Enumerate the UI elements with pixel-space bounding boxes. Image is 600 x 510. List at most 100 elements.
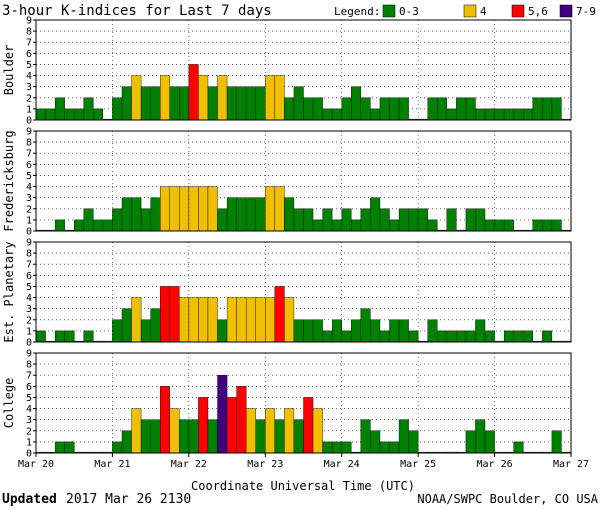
k-index-bar [45,108,56,121]
k-index-bar [265,75,276,121]
x-tick-label: Mar 24 [324,459,360,470]
y-tick-label: 4 [26,71,32,82]
k-index-bar [54,330,65,343]
k-index-bar [360,97,371,121]
y-tick-label: 0 [26,338,32,349]
k-index-bar [513,108,524,121]
y-tick-label: 3 [26,193,32,204]
k-index-bar [360,308,371,343]
k-index-bar [150,197,161,232]
legend-swatch [382,4,396,18]
k-index-bar [389,219,400,232]
footer-source: NOAA/SWPC Boulder, CO USA [417,492,598,506]
panels: 0123456789Boulder0123456789Fredericksbur… [2,16,572,460]
k-index-bar [159,75,170,121]
k-index-bar [379,330,390,343]
k-index-bar [198,297,209,343]
y-tick-label: 6 [26,49,32,60]
y-tick-label: 3 [26,82,32,93]
y-tick-label: 1 [26,104,32,115]
legend-label: 7-9 [576,5,596,18]
k-index-bar [331,108,342,121]
k-index-bar [102,219,113,232]
legend-swatch [511,4,525,18]
legend-swatch [463,4,477,18]
k-index-bar [437,97,448,121]
k-index-bar [398,208,409,232]
k-index-bar [532,219,543,232]
k-index-bar [121,197,132,232]
y-tick-label: 1 [26,437,32,448]
panel-station-name: College [2,378,16,429]
y-tick-label: 5 [26,60,32,71]
k-index-bar [303,208,314,232]
k-index-bar [112,208,123,232]
k-index-bar [217,319,228,343]
k-index-bar [312,219,323,232]
k-index-bar [169,186,180,232]
k-index-bar [217,375,228,454]
y-tick-label: 0 [26,449,32,460]
k-index-bar [370,197,381,232]
k-index-bar [265,408,276,454]
k-index-bar [475,108,486,121]
k-index-bar [351,86,362,121]
x-axis: Mar 20 Mar 21 Mar 22 Mar 23 Mar 24 Mar 25 Mar … [18,453,589,470]
k-index-bar [513,330,524,343]
y-tick-label: 7 [26,260,32,271]
legend-label: 0-3 [399,5,419,18]
legend-title: Legend: [334,5,380,18]
y-tick-label: 4 [26,404,32,415]
y-tick-label: 8 [26,360,32,371]
k-index-bar [64,330,75,343]
k-index-bar [484,330,495,343]
k-index-bar [265,297,276,343]
k-index-bar [226,86,237,121]
k-index-bar [322,108,333,121]
k-index-bar [226,397,237,454]
k-index-bar [408,430,419,454]
k-index-bar [341,441,352,454]
k-index-bar [255,197,266,232]
k-index-bar [140,419,151,454]
k-index-bar [64,108,75,121]
y-tick-label: 7 [26,38,32,49]
k-index-bar [159,386,170,454]
k-index-bar [370,430,381,454]
x-tick-label: Mar 23 [247,459,283,470]
k-index-bar [542,219,553,232]
k-index-bar [131,197,142,232]
k-index-bar [188,297,199,343]
k-index-bar [274,186,285,232]
k-index-bar [121,308,132,343]
k-index-bar [398,319,409,343]
k-index-bar [54,441,65,454]
y-tick-label: 9 [26,238,32,249]
x-tick-label: Mar 20 [18,459,54,470]
legend-label: 5,6 [528,5,548,18]
k-index-bar [159,286,170,343]
k-index-bar [140,86,151,121]
k-index-bar [551,430,562,454]
k-index-bar [255,297,266,343]
k-index-bar [456,97,467,121]
k-index-bar [293,419,304,454]
k-index-bar [93,108,104,121]
y-tick-label: 6 [26,160,32,171]
k-index-bar [140,319,151,343]
k-index-bar [74,219,84,232]
k-index-bar [379,208,390,232]
x-tick-label: Mar 25 [400,459,436,470]
y-tick-label: 2 [26,426,32,437]
k-index-bar [64,441,75,454]
k-index-bar [150,308,161,343]
legend: Legend: 0-3 4 5,6 7-9 [334,4,596,18]
k-index-bar [169,286,180,343]
y-tick-label: 6 [26,382,32,393]
k-index-bar [150,86,161,121]
k-index-bar [341,97,352,121]
k-index-bar [465,430,476,454]
k-index-bar [551,219,562,232]
panel-station-name: Boulder [2,45,16,96]
